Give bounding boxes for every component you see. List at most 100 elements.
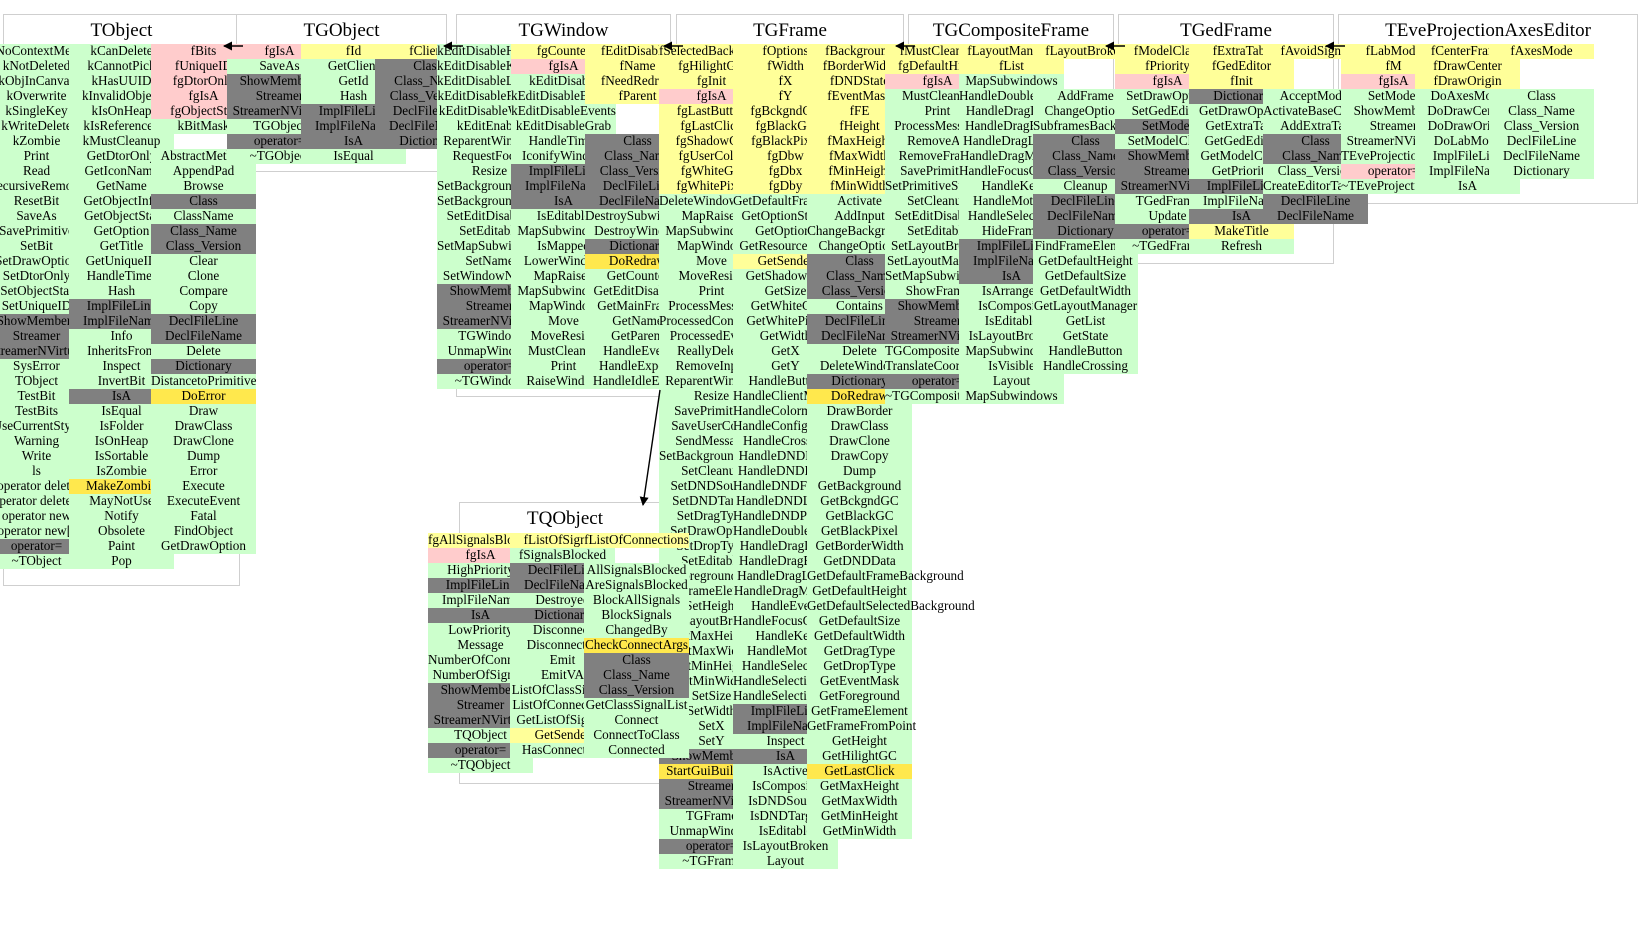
member-item[interactable]: kZombie bbox=[0, 133, 89, 149]
member-item[interactable]: DeclFileName bbox=[1489, 148, 1594, 164]
member-item[interactable]: operator delete[] bbox=[0, 493, 89, 509]
member-item[interactable]: TestBits bbox=[0, 403, 89, 419]
member-item[interactable]: MakeZombie bbox=[69, 478, 174, 494]
member-item[interactable]: TQObject bbox=[428, 727, 533, 743]
member-item[interactable]: DrawClone bbox=[151, 433, 256, 449]
member-item[interactable]: IsA bbox=[428, 607, 533, 623]
member-item[interactable]: GetDefaultSize bbox=[807, 613, 912, 629]
member-item[interactable]: fDrawCenter bbox=[1415, 58, 1520, 74]
member-item[interactable]: GetForeground bbox=[807, 688, 912, 704]
member-item[interactable]: DeclFileName bbox=[1033, 208, 1138, 224]
member-item[interactable]: InvertBit bbox=[69, 373, 174, 389]
member-item[interactable]: GetBackground bbox=[807, 478, 912, 494]
member-item[interactable]: Class_Version bbox=[1033, 163, 1138, 179]
member-item[interactable]: Hash bbox=[69, 283, 174, 299]
member-item[interactable]: ChangedBy bbox=[584, 622, 689, 638]
member-item[interactable]: Layout bbox=[959, 373, 1064, 389]
member-item[interactable]: DrawBorder bbox=[807, 403, 912, 419]
member-item[interactable]: MapSubwindows bbox=[959, 388, 1064, 404]
member-item[interactable]: SysError bbox=[0, 358, 89, 374]
member-item[interactable]: BlockSignals bbox=[584, 607, 689, 623]
member-item[interactable]: GetClassSignalList bbox=[584, 697, 689, 713]
member-item[interactable]: Class_Name bbox=[1033, 148, 1138, 164]
member-item[interactable]: GetLayoutManager bbox=[1033, 298, 1138, 314]
member-item[interactable]: ExecuteEvent bbox=[151, 493, 256, 509]
member-item[interactable]: kIsOnHeap bbox=[69, 103, 174, 119]
member-item[interactable]: kCannotPick bbox=[69, 58, 174, 74]
member-item[interactable]: Paint bbox=[69, 538, 174, 554]
member-item[interactable]: Cleanup bbox=[1033, 178, 1138, 194]
member-item[interactable]: fGedEditor bbox=[1189, 58, 1294, 74]
member-item[interactable]: SetDrawOption bbox=[0, 253, 89, 269]
member-item[interactable]: GetMaxWidth bbox=[807, 793, 912, 809]
member-item[interactable]: SetObjectStat bbox=[0, 283, 89, 299]
member-item[interactable]: MayNotUse bbox=[69, 493, 174, 509]
member-item[interactable]: GetDefaultSelectedBackground bbox=[807, 598, 975, 614]
member-item[interactable]: GetFrameElement bbox=[807, 703, 912, 719]
member-item[interactable]: FindObject bbox=[151, 523, 256, 539]
member-item[interactable]: Layout bbox=[733, 853, 838, 869]
member-item[interactable]: SetUniqueID bbox=[0, 298, 89, 314]
member-item[interactable]: DeclFileLine bbox=[1033, 193, 1138, 209]
member-item[interactable]: ImplFileLine bbox=[69, 298, 174, 314]
member-item[interactable]: ResetBit bbox=[0, 193, 89, 209]
member-item[interactable]: CheckConnectArgs bbox=[584, 637, 689, 653]
member-item[interactable]: ls bbox=[0, 463, 89, 479]
member-item[interactable]: GetBlackGC bbox=[807, 508, 912, 524]
member-item[interactable]: ConnectToClass bbox=[584, 727, 689, 743]
member-item[interactable]: GetDtorOnly bbox=[69, 148, 174, 164]
member-item[interactable]: Error bbox=[151, 463, 256, 479]
member-item[interactable]: Obsolete bbox=[69, 523, 174, 539]
member-item[interactable]: Class bbox=[151, 193, 256, 209]
member-item[interactable]: GetObjectInfo bbox=[69, 193, 174, 209]
member-item[interactable]: Class_Version bbox=[151, 238, 256, 254]
member-item[interactable]: fInit bbox=[1189, 73, 1294, 89]
member-item[interactable]: ImplFileName bbox=[69, 313, 174, 329]
member-item[interactable]: Copy bbox=[151, 298, 256, 314]
member-item[interactable]: Dump bbox=[151, 448, 256, 464]
member-item[interactable]: HandleTimer bbox=[69, 268, 174, 284]
member-item[interactable]: GetFrameFromPoint bbox=[807, 718, 917, 734]
member-item[interactable]: operator new[] bbox=[0, 523, 89, 539]
member-item[interactable]: AreSignalsBlocked bbox=[584, 577, 689, 593]
member-item[interactable]: kNotDeleted bbox=[0, 58, 89, 74]
member-item[interactable]: Clear bbox=[151, 253, 256, 269]
member-item[interactable]: GetOption bbox=[69, 223, 174, 239]
member-item[interactable]: Class bbox=[584, 652, 689, 668]
member-item[interactable]: ChangeOptions bbox=[1033, 103, 1138, 119]
member-item[interactable]: Write bbox=[0, 448, 89, 464]
member-item[interactable]: kIsReferenced bbox=[69, 118, 174, 134]
member-item[interactable]: IsZombie bbox=[69, 463, 174, 479]
member-item[interactable]: fgIsA bbox=[428, 547, 533, 563]
member-item[interactable]: Info bbox=[69, 328, 174, 344]
member-item[interactable]: GetLastClick bbox=[807, 763, 912, 779]
member-item[interactable]: Streamer bbox=[0, 328, 89, 344]
member-item[interactable]: GetBorderWidth bbox=[807, 538, 912, 554]
member-item[interactable]: GetDrawOption bbox=[151, 538, 256, 554]
member-item[interactable]: Delete bbox=[151, 343, 256, 359]
member-item[interactable]: IsA bbox=[1415, 178, 1520, 194]
member-item[interactable]: GetDefaultSize bbox=[1033, 268, 1138, 284]
member-item[interactable]: Clone bbox=[151, 268, 256, 284]
member-item[interactable]: DrawClone bbox=[807, 433, 912, 449]
member-item[interactable]: Warning bbox=[0, 433, 89, 449]
member-item[interactable]: Refresh bbox=[1189, 238, 1294, 254]
member-item[interactable]: GetDropType bbox=[807, 658, 912, 674]
member-item[interactable]: kCanDelete bbox=[69, 43, 174, 59]
member-item[interactable]: IsEqual bbox=[301, 148, 406, 164]
member-item[interactable]: Class bbox=[1033, 133, 1138, 149]
member-item[interactable]: fSignalsBlocked bbox=[510, 547, 615, 563]
member-item[interactable]: kOverwrite bbox=[0, 88, 89, 104]
member-item[interactable]: ~TObject bbox=[0, 553, 89, 569]
member-item[interactable]: AppendPad bbox=[151, 163, 256, 179]
member-item[interactable]: fListOfConnections bbox=[584, 532, 689, 548]
member-item[interactable]: DeclFileLine bbox=[151, 313, 256, 329]
member-item[interactable]: Streamer bbox=[428, 697, 533, 713]
member-item[interactable]: IsEqual bbox=[69, 403, 174, 419]
member-item[interactable]: RecursiveRemove bbox=[0, 178, 89, 194]
member-item[interactable]: Read bbox=[0, 163, 89, 179]
member-item[interactable]: MapSubwindows bbox=[959, 73, 1064, 89]
member-item[interactable]: kSingleKey bbox=[0, 103, 89, 119]
member-item[interactable]: HandleCrossing bbox=[1033, 358, 1138, 374]
member-item[interactable]: SetDtorOnly bbox=[0, 268, 89, 284]
